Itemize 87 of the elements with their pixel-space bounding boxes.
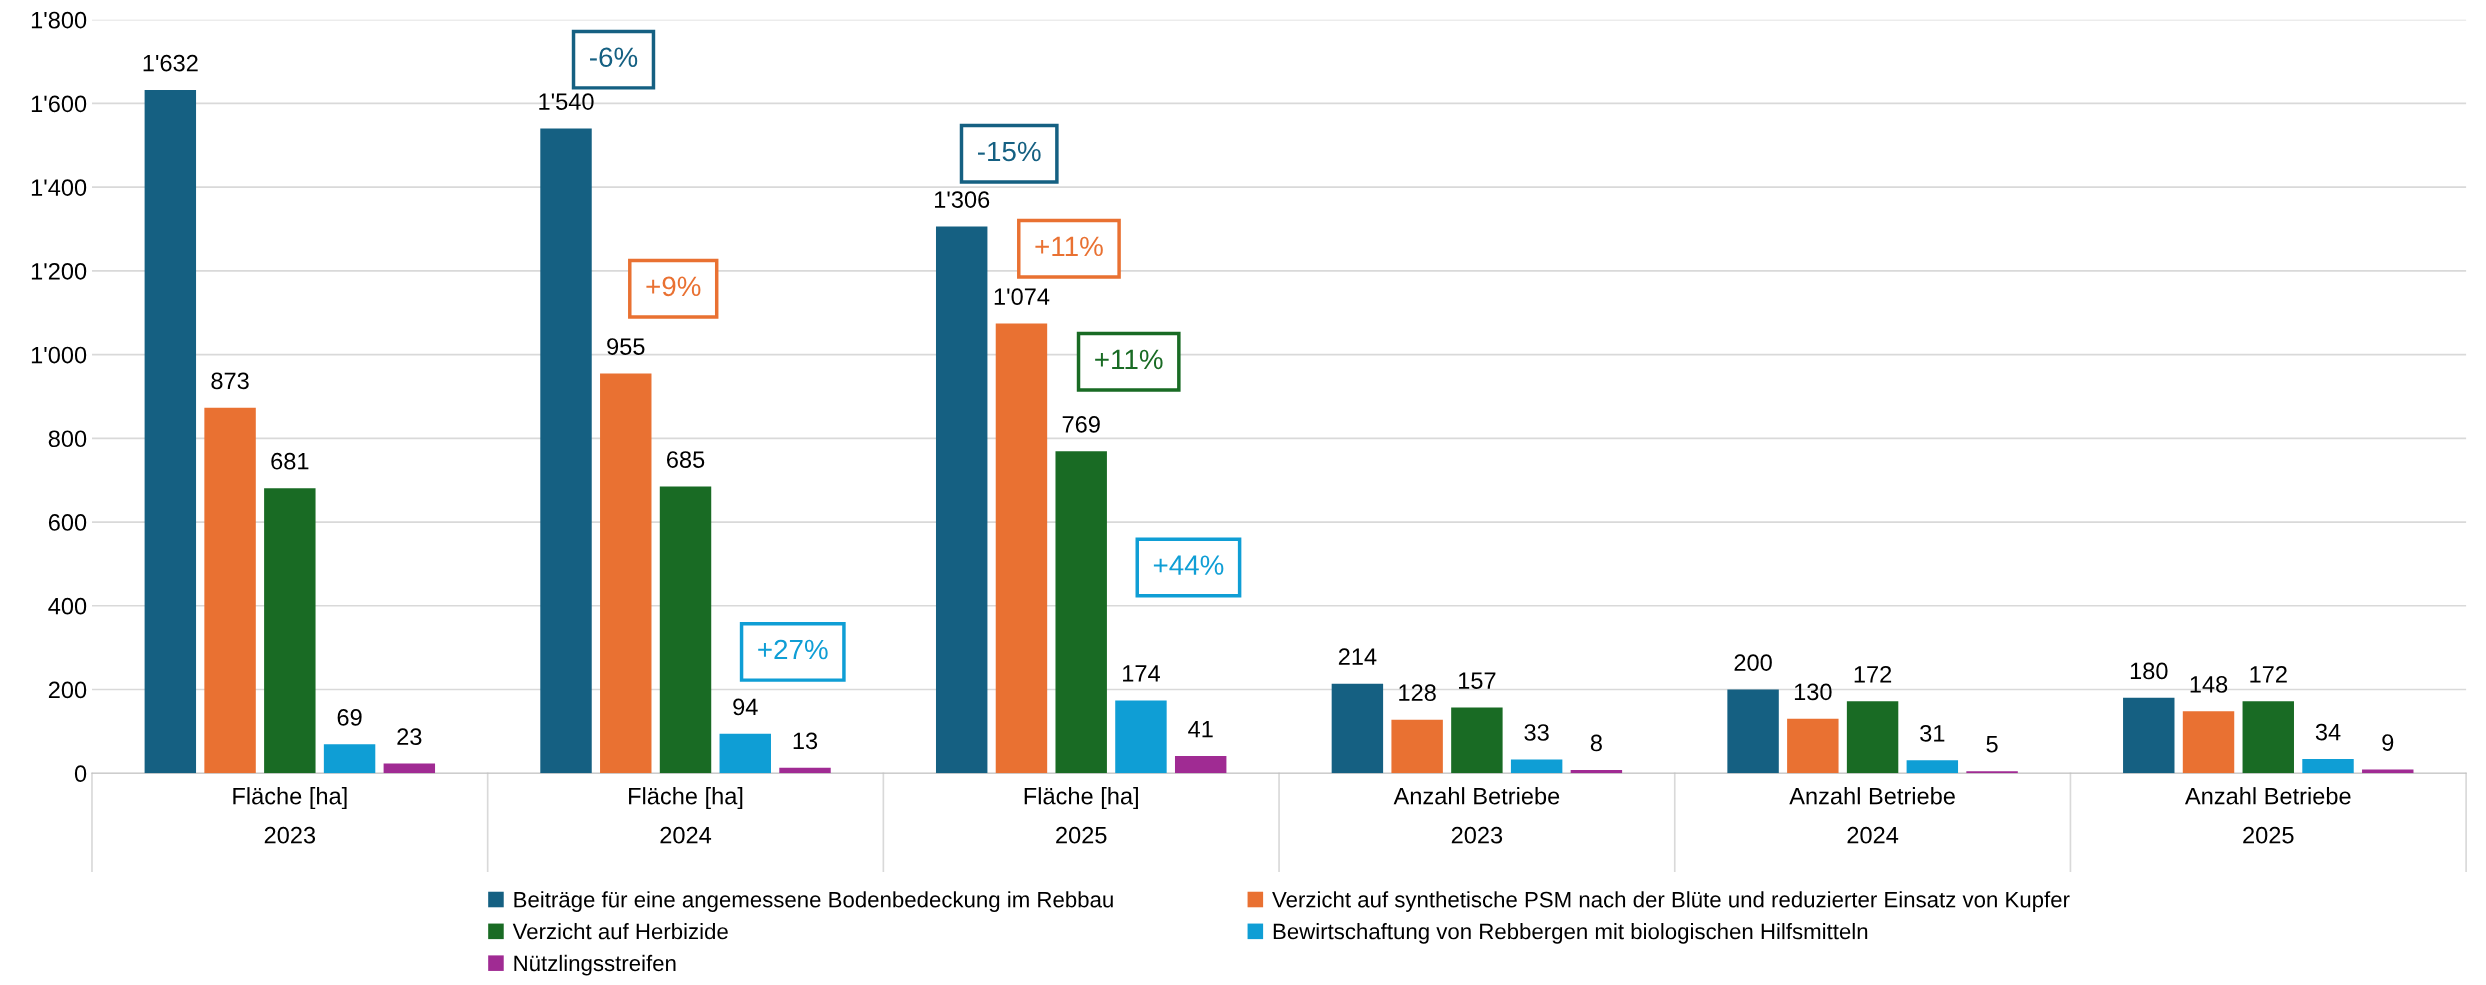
data-label: 214 <box>1338 648 1377 665</box>
bar <box>2302 758 2354 774</box>
data-label: 148 <box>2190 675 2228 693</box>
data-label: 1'540 <box>539 93 594 110</box>
data-label: 200 <box>1734 654 1772 671</box>
legend-label: Verzicht auf synthetische PSM nach der Blüte und reduzierter Einsatz von Kupfer <box>1272 891 2070 912</box>
data-label: 9 <box>2382 734 2394 751</box>
data-label: 8 <box>1590 734 1602 752</box>
bar <box>1906 760 1959 774</box>
bar <box>1391 719 1443 774</box>
y-tick-label: 1'800 <box>31 11 87 29</box>
x-tick-label: Anzahl Betriebe 2023 <box>1393 787 1560 844</box>
data-label: 128 <box>1399 684 1436 702</box>
bar <box>659 486 712 774</box>
x-tick-label: Fläche [ha] 2025 <box>1024 787 1138 844</box>
bar <box>204 407 256 774</box>
data-label: 94 <box>733 698 758 716</box>
annotation: +11% <box>1035 236 1103 257</box>
x-tick-label: Anzahl Betriebe 2024 <box>1789 787 1955 844</box>
data-label: 180 <box>2130 662 2168 680</box>
bar <box>2362 769 2414 774</box>
x-tick-label: Fläche [ha] 2024 <box>629 787 743 844</box>
annotation: +11% <box>1095 349 1163 370</box>
data-label: 685 <box>667 451 705 468</box>
legend-label: Beiträge für eine angemessene Bodenbedeckung im Rebbau <box>514 891 1113 912</box>
bar <box>1846 701 1899 774</box>
bar <box>2242 701 2294 774</box>
annotation: +9% <box>646 276 701 297</box>
bar <box>1055 451 1107 774</box>
bar <box>1174 756 1227 774</box>
bar <box>779 767 831 774</box>
x-tick-label: Fläche [ha] 2023 <box>233 787 347 844</box>
bar <box>935 226 988 774</box>
bar <box>1451 707 1503 774</box>
y-tick-label: 1'400 <box>31 179 87 196</box>
bar <box>540 128 592 774</box>
data-label: 33 <box>1524 724 1549 741</box>
data-label: 31 <box>1920 724 1945 742</box>
y-tick-label: 400 <box>48 597 87 615</box>
bar <box>383 763 436 774</box>
annotation: -6% <box>590 47 638 68</box>
data-label: 1'306 <box>934 191 990 208</box>
bar <box>1966 771 2018 774</box>
data-label: 681 <box>271 452 309 470</box>
bar <box>323 744 376 774</box>
y-tick-label: 1'200 <box>31 262 87 280</box>
y-tick-label: 1'000 <box>31 346 87 364</box>
bar <box>2182 711 2235 774</box>
legend-label: Verzicht auf Herbizide <box>512 923 728 940</box>
y-tick-label: 1'600 <box>31 95 87 113</box>
data-label: 174 <box>1123 665 1160 682</box>
data-label: 1'632 <box>143 54 198 72</box>
data-label: 1'074 <box>994 288 1050 306</box>
legend-label: Nützlingsstreifen <box>514 954 676 976</box>
data-label: 157 <box>1459 672 1496 689</box>
bar <box>1727 689 1779 774</box>
data-label: 172 <box>1854 665 1892 683</box>
data-label: 41 <box>1188 721 1213 738</box>
annotation: +44% <box>1153 555 1224 575</box>
data-label: 955 <box>607 338 645 355</box>
bar <box>1115 700 1167 774</box>
data-label: 5 <box>1986 736 1998 753</box>
bar <box>264 488 316 774</box>
bar <box>1787 718 1839 774</box>
bar <box>1331 683 1384 774</box>
bar <box>144 90 197 774</box>
y-tick-label: 0 <box>74 765 87 783</box>
data-label: 23 <box>397 728 422 746</box>
x-tick-label: Anzahl Betriebe 2025 <box>2184 787 2351 844</box>
y-tick-label: 200 <box>48 681 87 699</box>
y-tick-label: 800 <box>48 430 87 448</box>
data-label: 130 <box>1794 683 1832 701</box>
bar <box>995 323 1048 774</box>
data-label: 13 <box>793 732 818 750</box>
y-tick-label: 600 <box>48 514 87 531</box>
legend-label: Bewirtschaftung von Rebbergen mit biologischen Hilfsmitteln <box>1273 923 1868 944</box>
data-label: 69 <box>337 709 362 726</box>
data-label: 172 <box>2250 665 2287 683</box>
bar <box>600 373 652 774</box>
data-label: 873 <box>211 372 249 390</box>
bar <box>719 733 771 774</box>
data-label: 34 <box>2315 723 2341 741</box>
data-label: 769 <box>1062 416 1100 433</box>
annotation: +27% <box>758 639 828 660</box>
annotation: -15% <box>978 141 1041 162</box>
bar <box>2123 697 2175 774</box>
bar <box>1510 759 1563 774</box>
